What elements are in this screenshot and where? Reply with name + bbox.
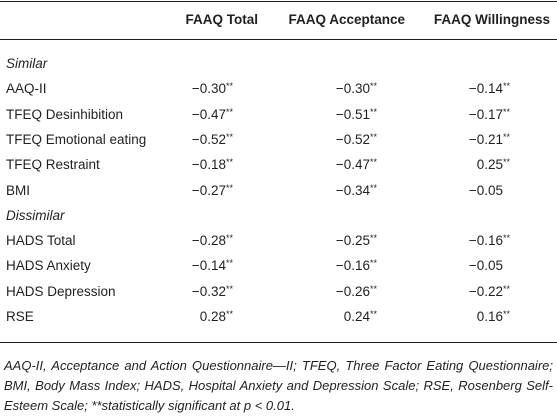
cell-value: 0.24 [343,309,370,324]
significance-mark: ** [226,131,234,142]
cell-value: −0.22 [468,283,503,299]
row-label: HADS Total [6,233,76,249]
row-label: HADS Anxiety [6,258,91,274]
cell-value: −0.34 [335,182,370,198]
cell-value: −0.16 [335,258,370,274]
row-label: RSE [6,309,34,324]
column-header: FAAQ Willingness [433,12,550,27]
significance-mark: ** [370,182,378,193]
cell-value: −0.14 [191,258,226,274]
cell-value: −0.32 [191,283,226,299]
bottom-rule [0,342,557,343]
column-header: FAAQ Acceptance [288,12,405,27]
significance-mark: ** [226,258,234,269]
cell-value: −0.52 [335,131,370,147]
cell-value: −0.28 [191,233,226,249]
significance-mark: ** [503,309,511,319]
cell-value: −0.25 [335,233,370,249]
cell-value: −0.26 [335,283,370,299]
table-note: AAQ-II, Acceptance and Action Questionna… [4,358,553,413]
significance-mark: ** [503,233,511,244]
row-label: AAQ-II [6,81,47,97]
cell-value: −0.17 [468,106,503,122]
significance-mark: ** [370,233,378,244]
cell-value: 0.25 [476,157,503,173]
significance-mark: ** [370,81,378,92]
cell-value: −0.05 [468,258,503,274]
section-title: Dissimilar [6,207,65,223]
row-label: TFEQ Emotional eating [6,131,147,147]
cell-value: −0.51 [335,106,370,122]
significance-mark: ** [226,157,234,168]
significance-mark: ** [226,309,234,319]
significance-mark: ** [503,283,511,294]
significance-mark: ** [226,106,234,117]
significance-mark: ** [226,283,234,294]
cell-value: −0.14 [468,81,503,97]
top-rule [0,1,557,2]
cell-value: −0.16 [468,233,503,249]
significance-mark: ** [370,283,378,294]
significance-mark: ** [370,258,378,269]
significance-mark: ** [226,233,234,244]
cell-value: −0.30 [191,81,226,97]
cell-value: −0.21 [468,131,503,147]
cell-value: −0.52 [191,131,226,147]
significance-mark: ** [226,81,234,92]
cell-value: −0.05 [468,182,503,198]
cell-value: −0.47 [335,157,370,173]
significance-mark: ** [503,131,511,142]
cell-value: −0.18 [191,157,226,173]
column-header: FAAQ Total [185,12,259,27]
cell-value: −0.27 [191,182,226,198]
row-label: TFEQ Desinhibition [6,106,124,122]
significance-mark: ** [503,157,511,168]
significance-mark: ** [226,182,234,193]
cell-value: −0.30 [335,81,370,97]
significance-mark: ** [370,309,378,319]
cell-value: 0.28 [199,309,226,324]
cell-value: 0.16 [476,309,503,324]
header-rule [0,39,557,40]
significance-mark: ** [370,106,378,117]
row-label: TFEQ Restraint [6,157,100,173]
significance-mark: ** [370,131,378,142]
significance-mark: ** [370,157,378,168]
significance-mark: ** [503,106,511,117]
row-label: HADS Depression [6,283,116,299]
row-label: BMI [6,182,31,198]
significance-mark: ** [503,81,511,92]
section-title: Similar [6,56,48,71]
cell-value: −0.47 [191,106,226,122]
